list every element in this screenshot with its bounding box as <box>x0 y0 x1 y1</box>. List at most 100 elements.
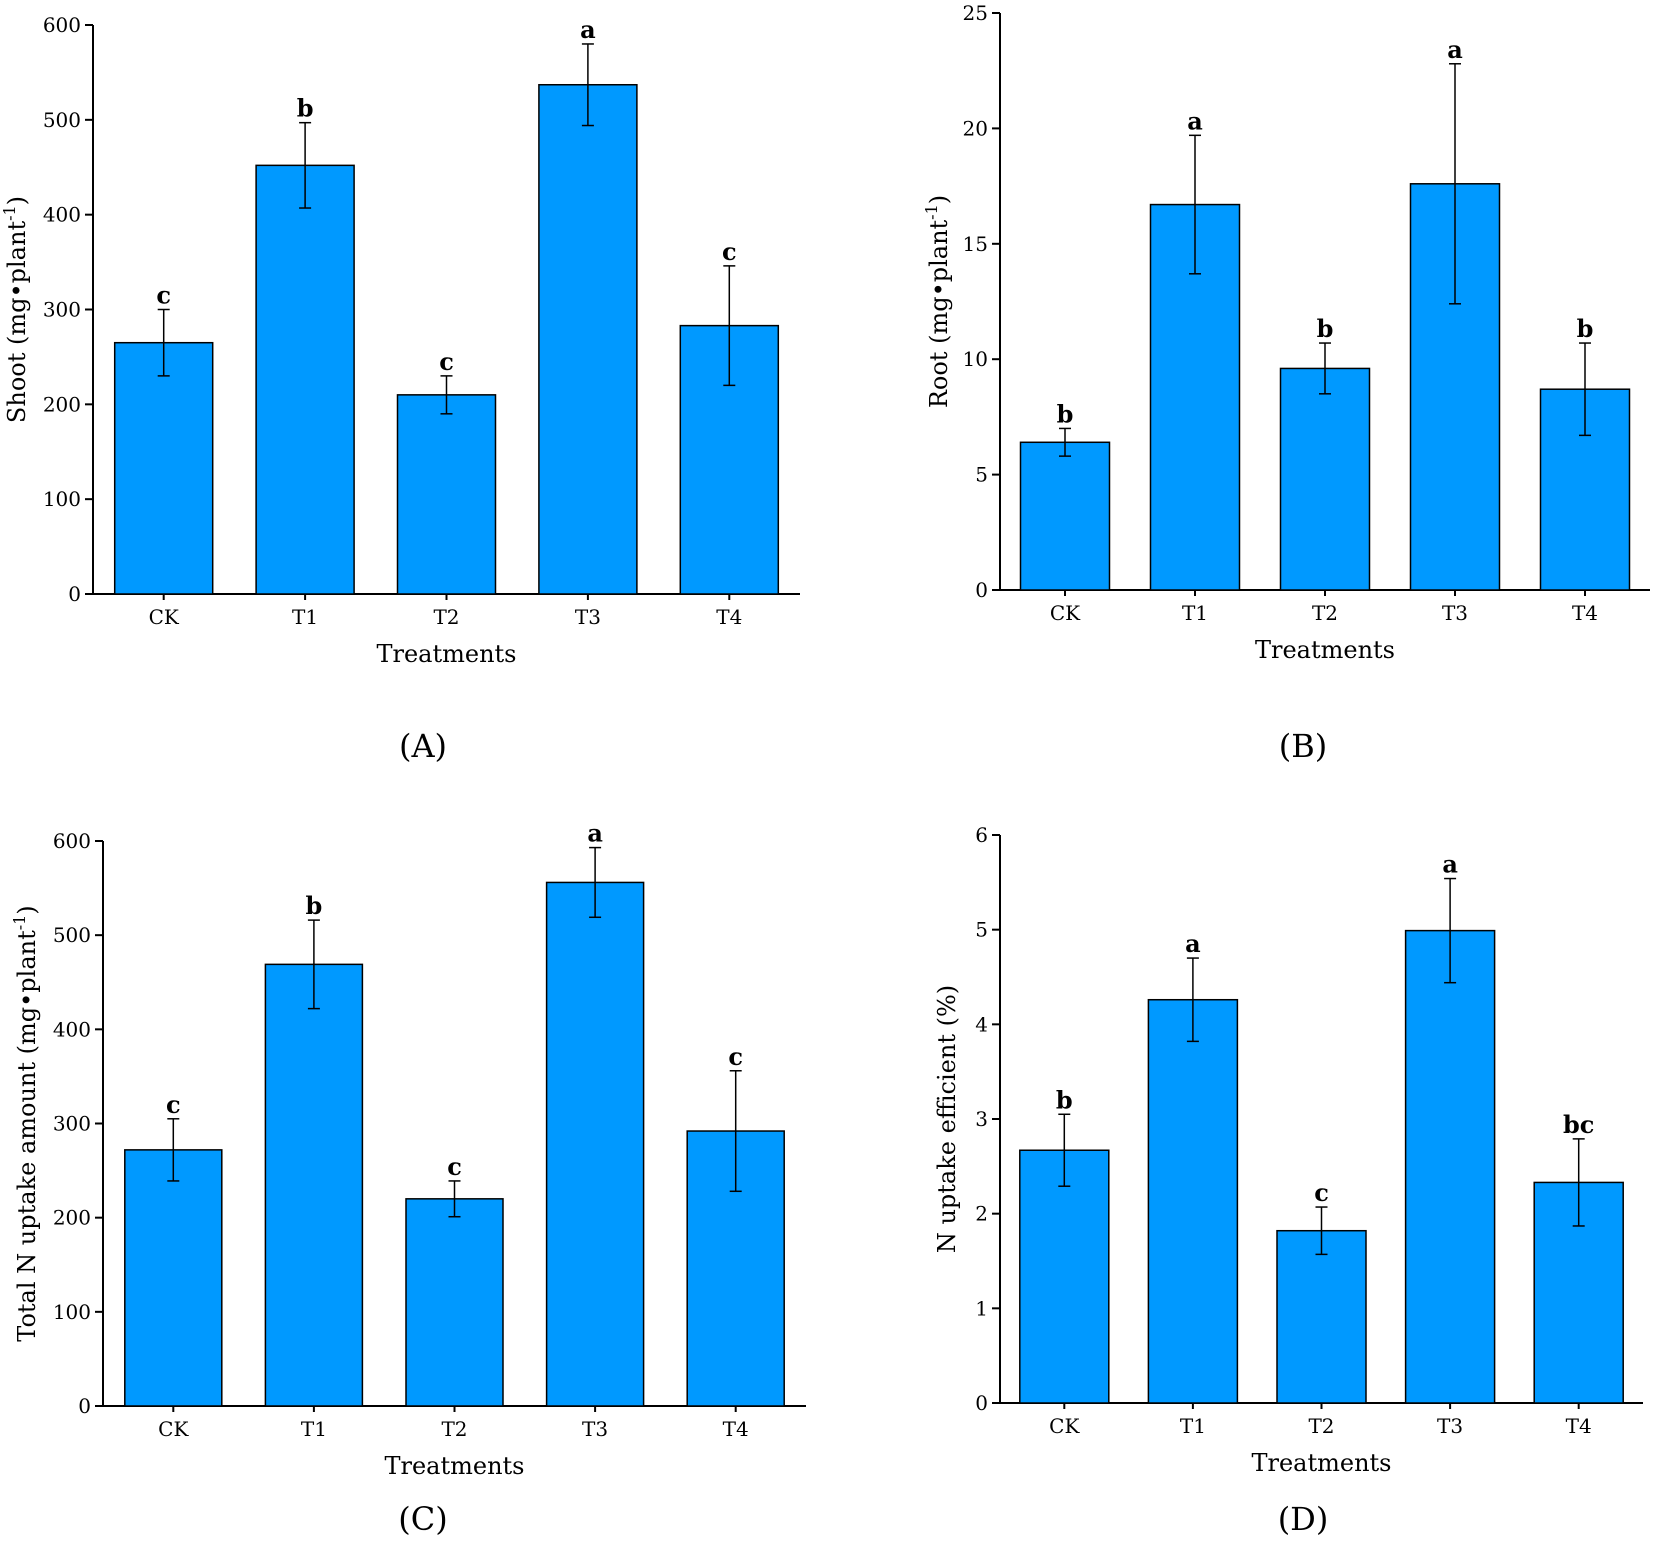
y-tick-label: 100 <box>53 1300 91 1324</box>
x-tick-label: T1 <box>1182 601 1208 625</box>
chart-panel-c: 0 100 200 300 400 500 600 c CK b T1 c T2 a T3 c T4 Treatm… <box>10 819 806 1538</box>
y-tick-label: 0 <box>975 1391 988 1415</box>
x-tick-label: T4 <box>1566 1414 1592 1438</box>
x-tick-label: T2 <box>433 605 459 629</box>
panel-label: (B) <box>1279 727 1327 765</box>
y-tick-label: 400 <box>43 203 81 227</box>
significance-letter: b <box>306 891 323 920</box>
x-tick-label: T3 <box>582 1417 608 1441</box>
bar-t2 <box>1276 1229 1367 1404</box>
y-tick-label: 10 <box>963 347 988 371</box>
x-tick-label: T1 <box>301 1417 327 1441</box>
y-axis-title-main: Shoot (mg•plant <box>3 221 31 424</box>
panel-label: (A) <box>399 727 447 765</box>
significance-letter: a <box>1447 35 1463 64</box>
y-axis-title: Shoot (mg•plant-1) <box>0 196 31 423</box>
panel-label: (C) <box>398 1500 447 1538</box>
significance-letter: c <box>156 281 171 310</box>
y-tick-label: 200 <box>43 392 81 416</box>
bar-t3 <box>545 881 645 1407</box>
y-tick-label: 25 <box>963 1 988 25</box>
y-tick-label: 0 <box>78 1394 91 1418</box>
y-tick-label: 6 <box>975 823 988 847</box>
x-axis-title: Treatments <box>1251 1449 1391 1477</box>
x-tick-label: CK <box>158 1417 189 1441</box>
y-tick-label: 0 <box>68 582 81 606</box>
y-tick-label: 500 <box>43 108 81 132</box>
significance-letter: a <box>1442 850 1458 879</box>
significance-letter: a <box>1187 106 1203 135</box>
y-axis-title-close: ) <box>3 196 31 205</box>
significance-letter: a <box>587 819 603 848</box>
x-tick-label: T2 <box>1308 1414 1334 1438</box>
bar-t2 <box>405 1198 504 1407</box>
significance-letter: c <box>722 237 737 266</box>
bar-t2 <box>1279 367 1371 591</box>
chart-panel-a: 0 100 200 300 400 500 600 c CK b T1 c T2 a T3 c T4 Treatm… <box>0 13 800 765</box>
bar-t3 <box>538 83 638 595</box>
y-tick-label: 2 <box>975 1202 988 1226</box>
bar-ck <box>113 341 214 595</box>
significance-letter: b <box>1056 1085 1073 1114</box>
y-axis-title: Total N uptake amount (mg•plant-1) <box>10 905 41 1341</box>
y-tick-label: 1 <box>975 1296 988 1320</box>
y-axis-title-main: Total N uptake amount (mg•plant <box>13 930 41 1342</box>
y-tick-label: 200 <box>53 1206 91 1230</box>
significance-letter: b <box>1057 399 1074 428</box>
x-tick-label: CK <box>149 605 180 629</box>
x-tick-label: T3 <box>1437 1414 1463 1438</box>
x-tick-label: T4 <box>716 605 742 629</box>
bar-t1 <box>264 963 364 1407</box>
x-tick-label: T1 <box>292 605 318 629</box>
significance-letter: b <box>1577 314 1594 343</box>
x-tick-label: CK <box>1050 601 1081 625</box>
y-axis-title-close: ) <box>13 905 41 914</box>
y-tick-label: 3 <box>975 1107 988 1131</box>
significance-letter: bc <box>1563 1110 1594 1139</box>
bar-t2 <box>396 394 497 595</box>
significance-letter: a <box>580 15 596 44</box>
significance-letter: c <box>166 1090 181 1119</box>
y-axis-title-superscript: -1 <box>922 204 941 220</box>
y-tick-label: 600 <box>43 13 81 37</box>
y-tick-label: 600 <box>53 829 91 853</box>
y-tick-label: 500 <box>53 923 91 947</box>
y-axis-title-main: N uptake efficient (%) <box>933 985 961 1253</box>
bar-t3 <box>1404 929 1496 1404</box>
x-tick-label: T3 <box>575 605 601 629</box>
significance-letter: c <box>439 347 454 376</box>
x-tick-label: T3 <box>1442 601 1468 625</box>
panel-label: (D) <box>1278 1500 1329 1538</box>
y-tick-label: 0 <box>975 578 988 602</box>
significance-letter: c <box>447 1152 462 1181</box>
y-axis-title: Root (mg•plant-1) <box>922 195 953 408</box>
y-tick-label: 300 <box>43 298 81 322</box>
y-tick-label: 5 <box>975 918 988 942</box>
x-tick-label: CK <box>1049 1414 1080 1438</box>
y-axis-title-main: Root (mg•plant <box>925 219 953 408</box>
x-tick-label: T4 <box>1572 601 1598 625</box>
significance-letter: c <box>728 1042 743 1071</box>
bar-ck <box>1019 441 1111 591</box>
chart-panel-b: 0 5 10 15 20 25 b CK a T1 b T2 a T3 b T4 Treatments Root … <box>922 1 1650 765</box>
significance-letter: a <box>1185 929 1201 958</box>
x-axis-title: Treatments <box>1255 636 1395 664</box>
significance-letter: b <box>1317 314 1334 343</box>
significance-letter: b <box>297 94 314 123</box>
y-axis-title: N uptake efficient (%) <box>933 985 961 1253</box>
chart-panel-d: 0 1 2 3 4 5 6 b CK a T1 c T2 a T3 bc T4 Treatments N uptak… <box>933 823 1643 1538</box>
x-tick-label: T1 <box>1180 1414 1206 1438</box>
y-axis-title-superscript: -1 <box>0 205 19 221</box>
x-tick-label: T2 <box>1312 601 1338 625</box>
y-axis-title-superscript: -1 <box>10 915 29 931</box>
x-tick-label: T4 <box>723 1417 749 1441</box>
x-tick-label: T2 <box>441 1417 467 1441</box>
y-axis-title-close: ) <box>925 195 953 204</box>
x-axis-title: Treatments <box>376 640 516 668</box>
bar-t1 <box>1147 998 1239 1404</box>
y-tick-label: 5 <box>975 463 988 487</box>
significance-letter: c <box>1314 1178 1329 1207</box>
bar-ck <box>1019 1149 1110 1404</box>
y-tick-label: 300 <box>53 1112 91 1136</box>
